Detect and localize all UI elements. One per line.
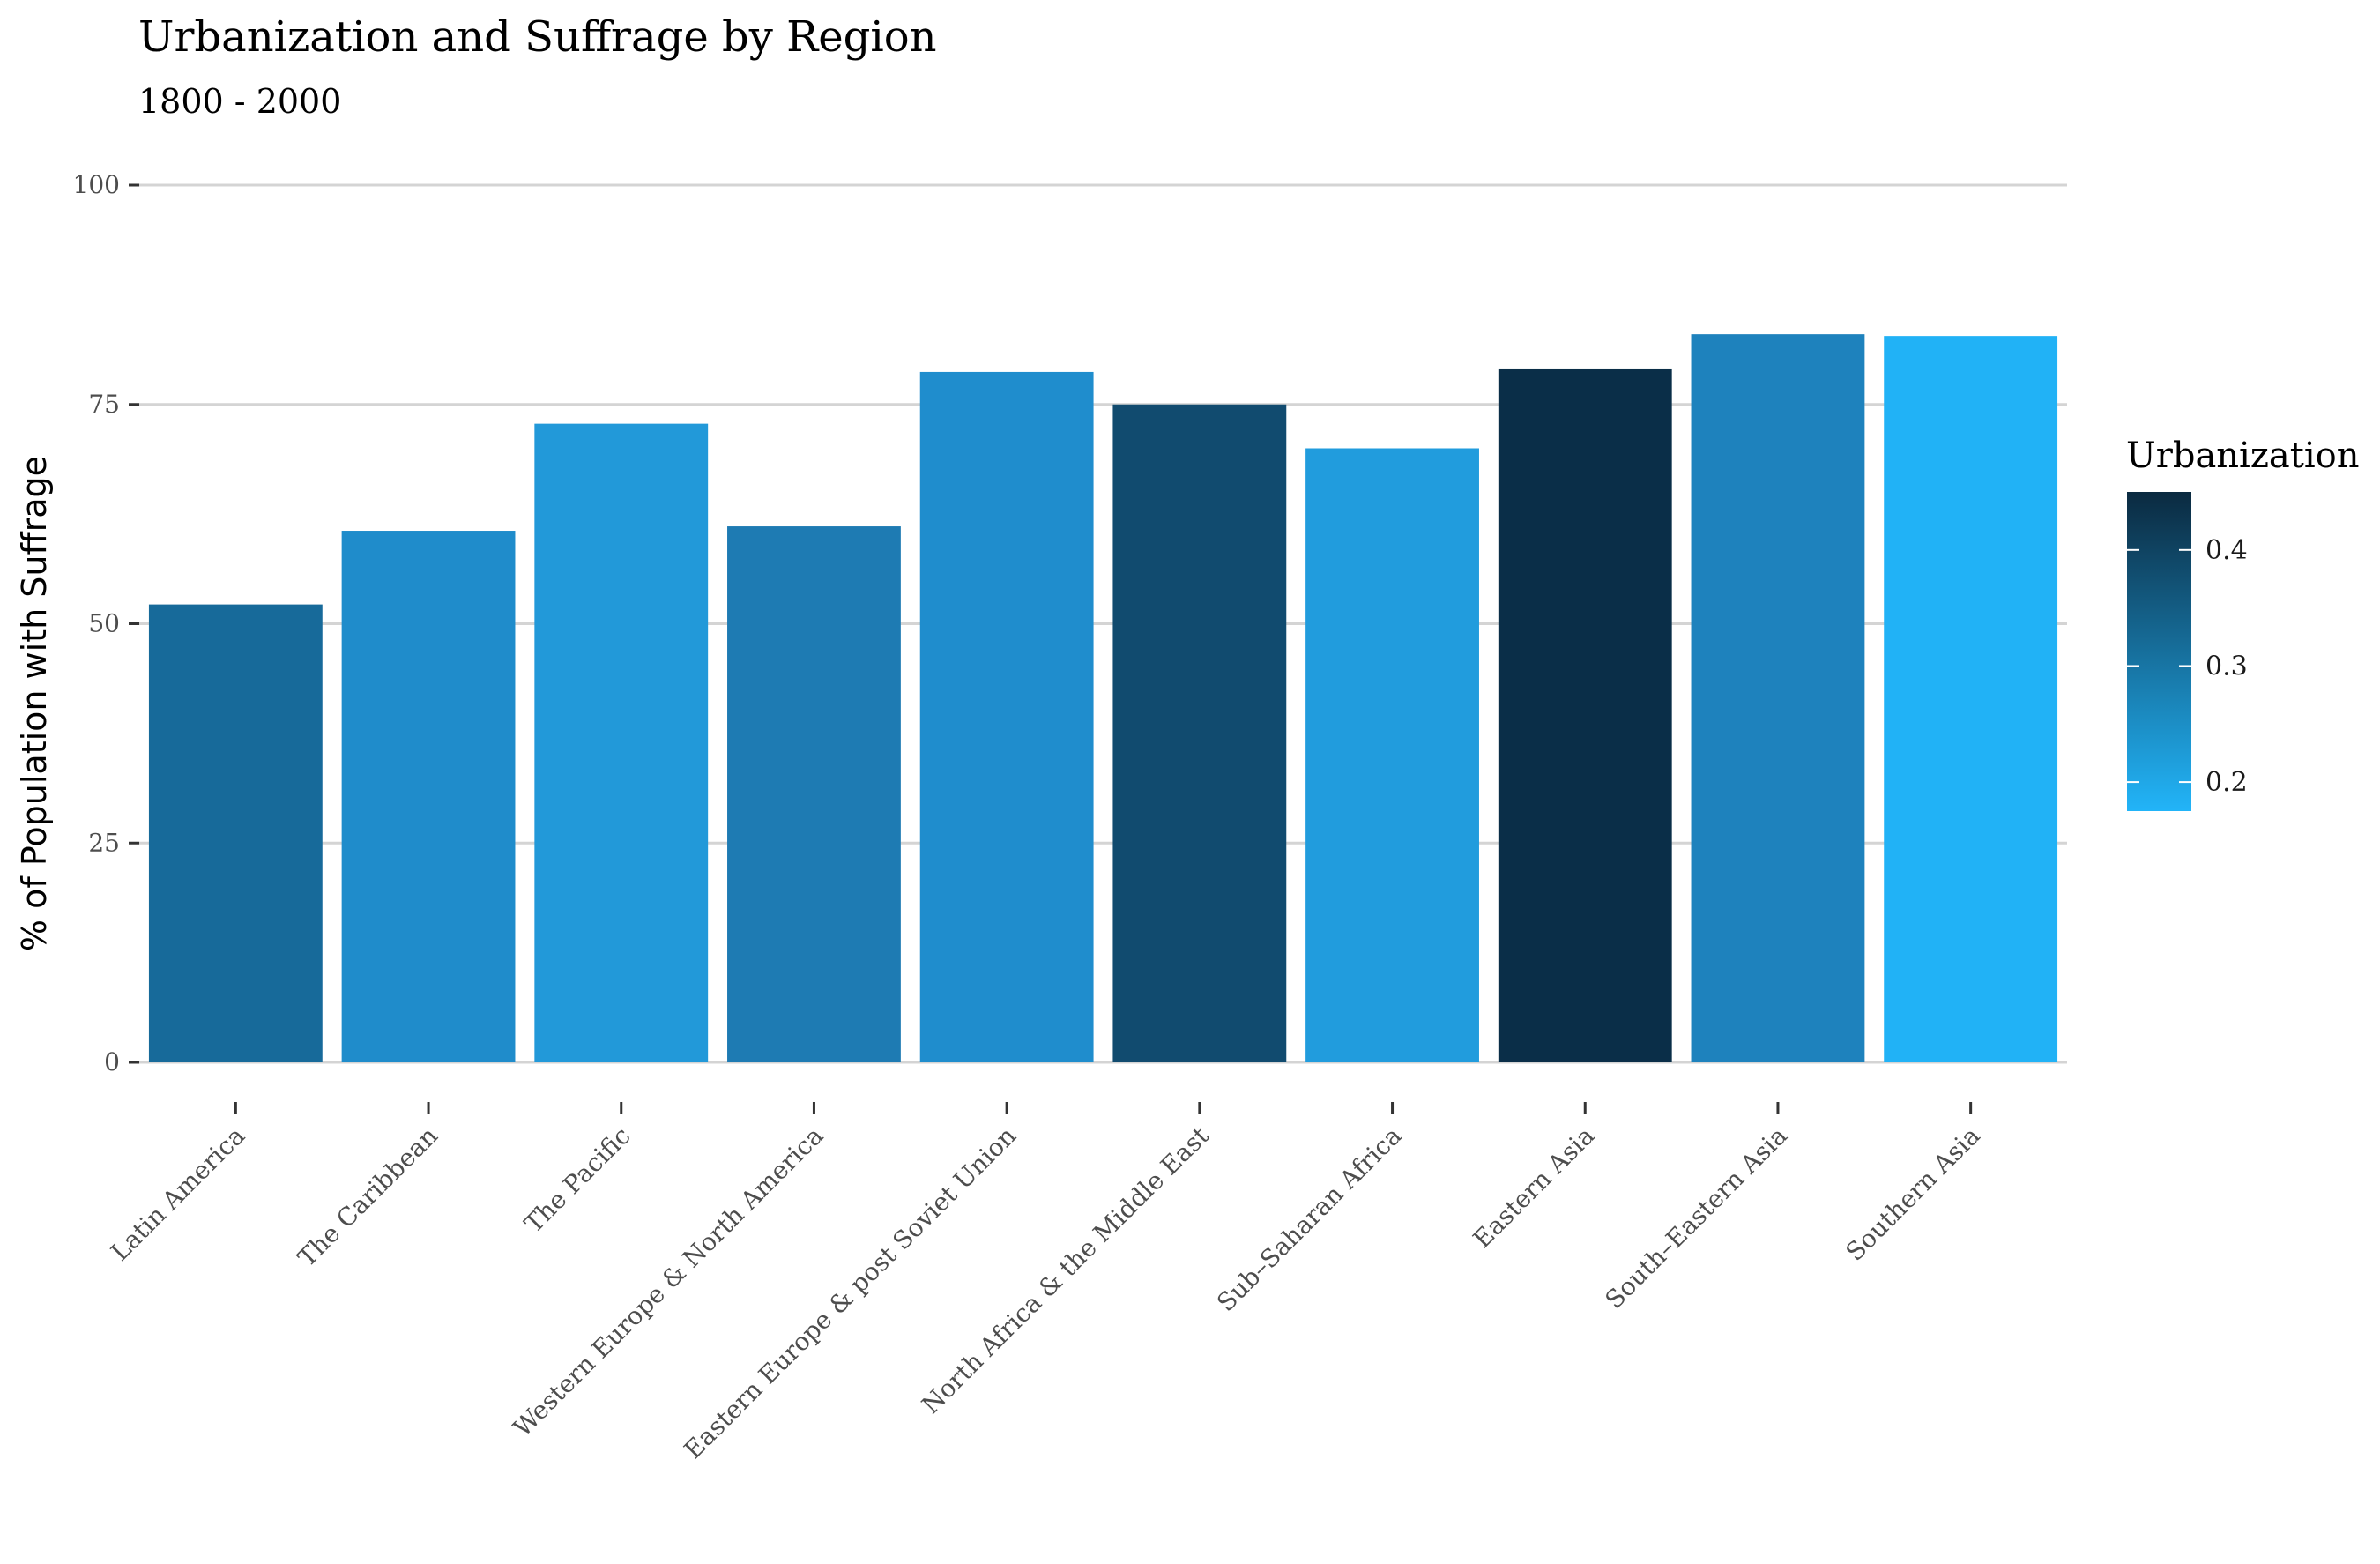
legend-tick-label: 0.3	[2205, 651, 2248, 681]
x-tick-label: The Caribbean	[292, 1121, 443, 1273]
x-axis-ticks: Latin America The Caribbean The PacificWes…	[105, 1102, 1986, 1465]
legend-colorbar	[2127, 492, 2191, 811]
x-tick-label: The Pacific	[518, 1121, 636, 1239]
legend-tick-label: 0.4	[2205, 535, 2248, 566]
bars	[148, 334, 2058, 1063]
bar-3	[727, 526, 901, 1062]
y-tick-label: 25	[88, 828, 120, 857]
legend-title: Urbanization	[2126, 436, 2359, 476]
bar-9	[1884, 336, 2058, 1062]
y-axis-ticks: 0 25 50 75 100	[73, 170, 139, 1076]
y-axis-label: % of Population with Suffrage	[15, 456, 54, 951]
legend-ticks: 0.2 0.3 0.4	[2127, 535, 2248, 798]
x-tick-label: Eastern Europe & post Soviet Union	[679, 1121, 1023, 1465]
legend: Urbanization 0.2 0.3 0.4	[2126, 436, 2359, 811]
y-tick-label: 100	[73, 170, 120, 199]
bar-5	[1112, 404, 1287, 1062]
bar-4	[919, 371, 1094, 1062]
bar-0	[148, 604, 323, 1062]
bar-2	[534, 423, 709, 1062]
legend-tick-label: 0.2	[2205, 767, 2248, 798]
chart-subtitle: 1800 - 2000	[138, 82, 341, 121]
bar-6	[1305, 448, 1479, 1062]
x-tick-label: Sub–Saharan Africa	[1211, 1121, 1407, 1317]
y-tick-label: 0	[104, 1047, 120, 1076]
y-tick-label: 50	[88, 609, 120, 638]
x-tick-label: Eastern Asia	[1468, 1121, 1601, 1255]
x-tick-label: Western Europe & North America	[508, 1121, 829, 1443]
chart-title: Urbanization and Suffrage by Region	[138, 12, 937, 62]
x-tick-label: Southern Asia	[1841, 1121, 1986, 1267]
bar-8	[1691, 334, 1865, 1062]
x-tick-label: South–Eastern Asia	[1600, 1121, 1793, 1315]
bar-1	[341, 531, 516, 1062]
bar-7	[1498, 368, 1672, 1063]
y-tick-label: 75	[88, 390, 120, 419]
x-tick-label: Latin America	[105, 1121, 250, 1267]
